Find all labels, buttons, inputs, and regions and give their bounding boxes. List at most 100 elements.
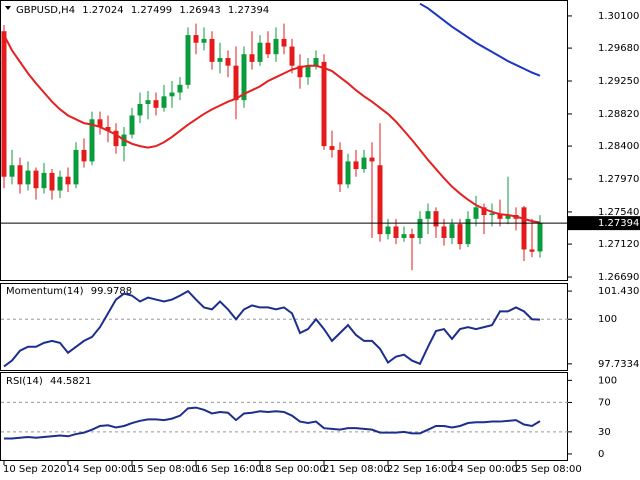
candle-body: [473, 207, 479, 219]
menu-triangle: [5, 6, 11, 10]
candle-body: [81, 149, 87, 162]
y-tick-label: 1.27540: [598, 207, 639, 218]
candle-body: [361, 157, 367, 170]
y-tick-label: 101.4303: [598, 286, 640, 297]
x-tick-label: 14 Sep 00:00: [67, 464, 134, 475]
y-tick-label: 1.26690: [598, 272, 639, 283]
candle-body: [113, 130, 119, 147]
candle-body: [281, 38, 287, 47]
y-tick-label: 30: [598, 427, 611, 438]
y-tick-label: 1.29680: [598, 43, 639, 54]
y-tick-label: 0: [598, 449, 604, 460]
candle-body: [409, 234, 415, 238]
y-tick-label: 100: [598, 375, 617, 386]
candle-body: [97, 119, 103, 127]
moving-average: [3, 34, 541, 224]
candle-body: [273, 38, 279, 55]
header: GBPUSD,H4 1.27024 1.27499 1.26943 1.2739…: [16, 5, 269, 16]
candle-body: [257, 42, 263, 62]
candle-body: [33, 170, 39, 189]
candle-body: [425, 211, 431, 219]
candle-body: [89, 119, 95, 162]
candle-body: [385, 226, 391, 235]
moving-average: [419, 2, 541, 77]
x-tick-label: 18 Sep 00:00: [259, 464, 326, 475]
candle-body: [201, 38, 207, 43]
symbol: GBPUSD,H4: [16, 5, 75, 16]
y-tick-label: 1.27970: [598, 174, 639, 185]
price-box: [568, 216, 640, 231]
rsi-pane: [0, 372, 568, 461]
y-tick-label: 97.7334: [598, 359, 639, 370]
candle-body: [49, 172, 55, 191]
candle-body: [137, 103, 143, 116]
candle-body: [481, 207, 487, 216]
candle-body: [369, 157, 375, 162]
y-tick-label: 1.29250: [598, 76, 639, 87]
x-tick-label: 16 Sep 16:00: [195, 464, 262, 475]
candle-body: [321, 61, 327, 147]
candle-body: [297, 65, 303, 78]
candle-body: [241, 54, 247, 101]
indicator-value: 44.5821: [50, 376, 91, 387]
y-tick-label: 1.27120: [598, 239, 639, 250]
candle-body: [393, 226, 399, 238]
candle-body: [209, 38, 215, 62]
close: 1.27394: [228, 5, 269, 16]
y-tick-label: 100: [598, 314, 617, 325]
y-tick-label: 1.28820: [598, 109, 639, 120]
candle-body: [497, 213, 503, 219]
candle-body: [345, 161, 351, 185]
high: 1.27499: [131, 5, 172, 16]
candle-body: [41, 172, 47, 189]
candle-body: [65, 176, 71, 185]
candle-body: [233, 65, 239, 101]
candle-body: [313, 58, 319, 66]
x-tick-label: 25 Sep 08:00: [515, 464, 582, 475]
candle-body: [225, 58, 231, 66]
indicator-line: [4, 406, 541, 440]
candle-body: [105, 126, 111, 131]
candle-body: [353, 161, 359, 170]
candle-body: [153, 100, 159, 108]
candle-body: [9, 165, 15, 177]
candle-body: [169, 92, 175, 97]
candle-body: [161, 96, 167, 108]
indicator-line: [3, 289, 541, 368]
y-tick-label: 70: [598, 397, 611, 408]
candle-body: [521, 207, 527, 250]
candle-body: [337, 149, 343, 185]
candle-body: [537, 223, 543, 252]
y-tick-label: 1.30100: [598, 11, 639, 22]
indicator-value: 99.9788: [91, 286, 132, 297]
candle-body: [17, 165, 23, 185]
candle-body: [441, 226, 447, 238]
price-label: 1.27394: [598, 218, 639, 229]
main-pane: [0, 0, 568, 281]
indicator-name: Momentum(14): [6, 286, 84, 297]
candle-body: [377, 165, 383, 235]
candle-body: [1, 31, 7, 177]
momentum-pane: [0, 283, 568, 371]
x-tick-label: 15 Sep 08:00: [131, 464, 198, 475]
candle-body: [185, 35, 191, 85]
candle-body: [505, 215, 511, 219]
candle-body: [289, 46, 295, 66]
candle-body: [305, 65, 311, 78]
candle-body: [529, 249, 535, 252]
x-tick-label: 22 Sep 16:00: [387, 464, 454, 475]
candle-body: [449, 224, 455, 238]
candle-body: [417, 218, 423, 238]
candle-body: [433, 211, 439, 227]
rsi-title: RSI(14) 44.5821: [6, 376, 91, 387]
indicator-name: RSI(14): [6, 376, 43, 387]
candle-body: [129, 115, 135, 135]
candle-body: [401, 234, 407, 238]
x-tick-label: 10 Sep 2020: [3, 464, 66, 475]
candle-body: [57, 176, 63, 191]
low: 1.26943: [179, 5, 220, 16]
x-tick-label: 24 Sep 00:00: [451, 464, 518, 475]
y-tick-label: 1.28400: [598, 141, 639, 152]
